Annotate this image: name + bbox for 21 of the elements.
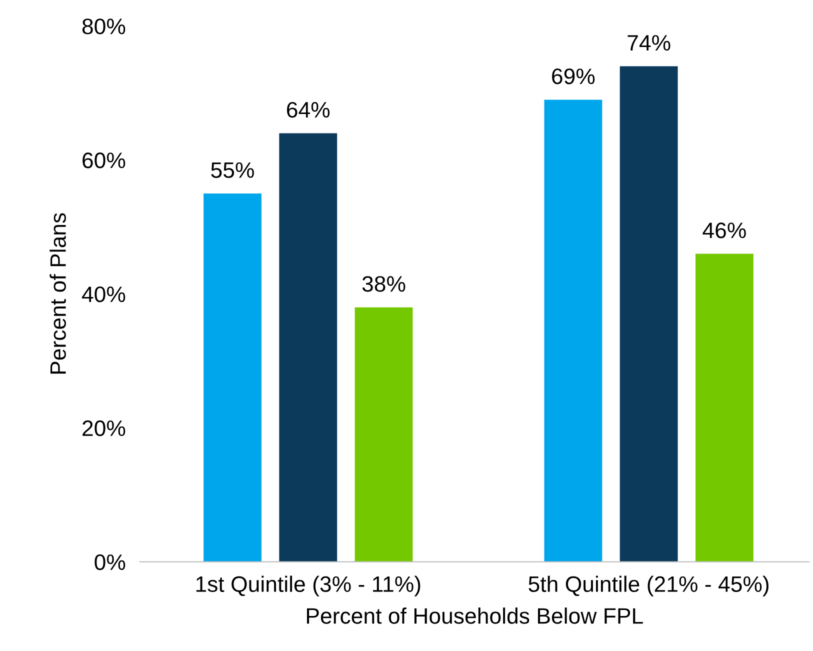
data-label: 55% (211, 162, 254, 178)
y-tick-label: 0% (94, 554, 126, 570)
y-tick-label: 40% (82, 286, 126, 302)
x-tick-label: 1st Quintile (3% - 11%) (196, 576, 420, 596)
bar (279, 133, 338, 562)
bar (695, 254, 754, 562)
x-axis-title: Percent of Households Below FPL (306, 608, 643, 624)
bar (354, 307, 413, 562)
data-label: 74% (628, 35, 670, 51)
data-label: 69% (552, 68, 595, 84)
y-tick-label: 80% (82, 18, 126, 34)
y-tick-label: 20% (82, 420, 126, 436)
data-label: 46% (702, 222, 746, 238)
bar (544, 100, 602, 562)
x-tick-label: 5th Quintile (21% - 45%) (528, 576, 768, 596)
data-label: 38% (362, 276, 406, 292)
bar (204, 193, 262, 562)
data-label: 64% (287, 102, 330, 118)
y-axis-title: Percent of Plans (50, 213, 66, 374)
y-tick-label: 60% (82, 152, 126, 168)
bar (620, 66, 678, 562)
